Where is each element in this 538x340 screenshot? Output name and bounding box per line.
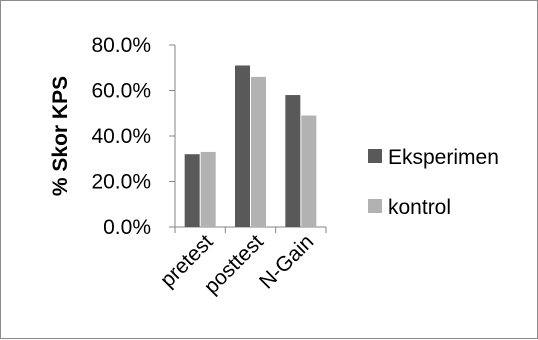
bar-kontrol-n-gain — [301, 115, 317, 227]
y-tick-label: 60.0% — [91, 80, 151, 103]
legend-label: kontrol — [388, 196, 451, 219]
legend: Eksperimen kontrol — [368, 146, 499, 219]
y-tick-label: 0.0% — [103, 216, 151, 239]
bar-eksperimen-pretest — [184, 154, 200, 227]
y-ticks: 0.0% 20.0% 40.0% 60.0% 80.0% — [91, 34, 327, 239]
bar-kontrol-posttest — [251, 76, 266, 227]
y-tick-label: 20.0% — [91, 171, 151, 194]
bar-eksperimen-n-gain — [285, 95, 301, 227]
y-tick-label: 80.0% — [91, 34, 151, 57]
bars — [184, 65, 317, 227]
y-tick-label: 40.0% — [91, 125, 151, 148]
legend-swatch — [368, 149, 382, 163]
bar-eksperimen-posttest — [235, 65, 250, 227]
legend-swatch — [368, 199, 382, 213]
legend-label: Eksperimen — [388, 146, 499, 169]
x-tick-label: N-Gain — [255, 230, 318, 293]
y-axis-label: % Skor KPS — [49, 76, 72, 196]
bar-kontrol-pretest — [200, 151, 216, 227]
